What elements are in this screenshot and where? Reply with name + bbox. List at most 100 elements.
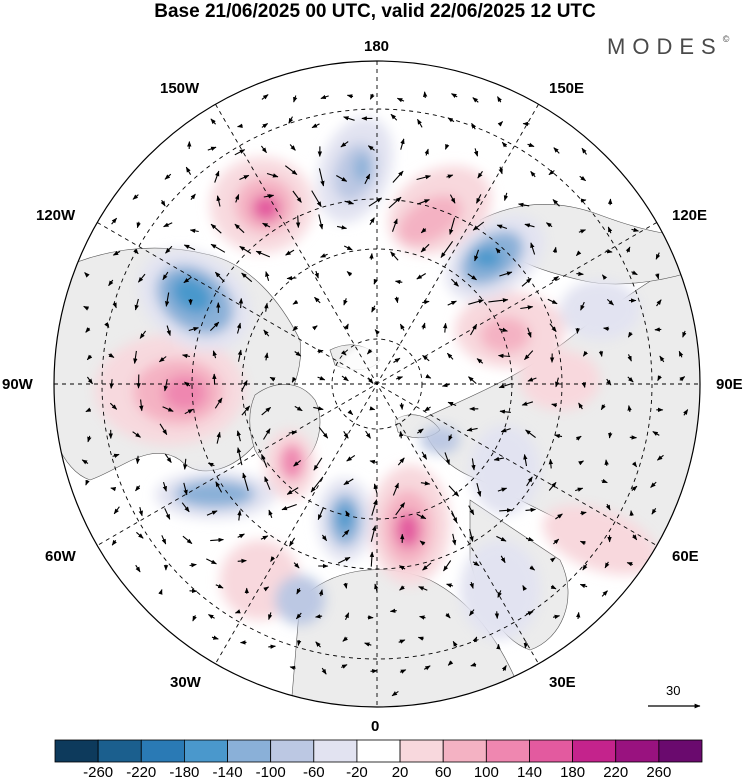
wind-vector <box>552 199 560 207</box>
wind-vector <box>340 141 349 148</box>
wind-vector <box>527 142 535 148</box>
wind-vector <box>369 551 375 567</box>
colorbar-tick-label: 100 <box>473 764 499 781</box>
wind-vector <box>293 459 302 467</box>
wind-vector <box>598 350 604 357</box>
colorbar-swatch <box>97 739 142 763</box>
wind-vector <box>214 271 225 283</box>
wind-vector <box>494 611 500 619</box>
wind-vector <box>210 223 222 234</box>
wind-vector <box>521 277 532 287</box>
wind-vector <box>281 503 297 511</box>
wind-vector <box>392 170 404 183</box>
wind-vector <box>447 401 457 407</box>
wind-vector <box>418 586 428 591</box>
colorbar-swatch <box>140 739 185 763</box>
wind-vector <box>291 376 297 383</box>
wind-vector <box>346 454 356 462</box>
wind-vector <box>239 245 252 254</box>
wind-vector <box>371 305 376 313</box>
wind-vector <box>237 123 243 128</box>
wind-vector <box>467 273 477 281</box>
wind-vectors <box>81 91 689 697</box>
wind-vector <box>548 169 555 176</box>
anomaly-shading <box>95 116 658 640</box>
wind-vector <box>524 223 535 228</box>
wind-vector <box>651 508 657 515</box>
wind-vector <box>241 405 251 416</box>
wind-vector <box>343 245 353 251</box>
wind-vector <box>497 353 511 359</box>
wind-vector <box>395 502 406 516</box>
colorbar-swatch <box>572 739 617 763</box>
wind-vector <box>340 350 347 356</box>
colorbar-swatch <box>356 739 401 763</box>
wind-vector <box>476 358 484 364</box>
wind-vector <box>321 534 328 542</box>
wind-vector <box>83 305 90 311</box>
wind-vector <box>449 194 456 204</box>
wind-vector <box>293 95 298 103</box>
wind-vector <box>472 221 485 231</box>
wind-vector <box>86 354 93 361</box>
wind-vector <box>398 639 406 644</box>
wind-vector <box>369 252 374 260</box>
wind-vector <box>158 588 163 595</box>
wind-vector <box>181 502 190 513</box>
wind-vector <box>451 93 458 98</box>
wind-vector <box>181 353 191 359</box>
wind-vector <box>135 455 141 465</box>
wind-vector <box>313 406 324 411</box>
colorbar <box>54 739 703 763</box>
lon-label-90e: 90E <box>716 376 743 393</box>
wind-vector <box>421 322 426 330</box>
wind-vector <box>468 299 485 305</box>
wind-vector <box>650 481 657 488</box>
wind-vector <box>207 146 217 151</box>
wind-vector <box>341 664 348 669</box>
wind-vector <box>320 253 328 258</box>
wind-vector <box>472 561 480 567</box>
wind-vector <box>294 351 302 357</box>
lon-label-60e: 60E <box>672 548 699 565</box>
wind-vector <box>343 116 355 121</box>
wind-vector <box>84 272 90 278</box>
wind-vector <box>163 379 168 392</box>
wind-vector <box>605 503 611 511</box>
wind-vector <box>164 508 171 520</box>
wind-vector <box>162 481 167 492</box>
wind-vector <box>183 458 188 470</box>
wind-vector <box>399 323 405 331</box>
wind-vector <box>500 428 511 433</box>
wind-vector <box>268 612 273 621</box>
wind-vector <box>391 690 399 697</box>
brand-mark: © <box>722 33 730 44</box>
wind-vector <box>366 348 373 355</box>
wind-vector <box>447 660 454 666</box>
wind-vector <box>288 116 294 124</box>
colorbar-swatch <box>183 739 228 763</box>
wind-vector <box>344 323 349 330</box>
wind-vector <box>369 217 375 225</box>
wind-vector <box>625 246 631 253</box>
wind-vector <box>208 614 215 619</box>
wind-vector <box>367 145 375 151</box>
wind-vector <box>447 300 457 306</box>
wind-vector <box>579 540 586 546</box>
wind-vector <box>111 539 117 546</box>
wind-vector <box>162 271 169 281</box>
colorbar-tick-label: -260 <box>83 764 114 781</box>
wind-vector <box>266 172 279 178</box>
wind-vector <box>449 217 456 235</box>
wind-vector <box>466 427 478 432</box>
wind-vector <box>318 589 324 597</box>
wind-vector <box>473 148 479 157</box>
wind-vector <box>551 403 558 408</box>
wind-vector <box>470 662 477 667</box>
wind-vector <box>262 222 271 228</box>
wind-vector <box>468 505 475 516</box>
wind-vector <box>498 382 513 389</box>
wind-vector <box>450 510 458 524</box>
wind-vector <box>497 121 503 127</box>
colorbar-swatch <box>227 739 272 763</box>
